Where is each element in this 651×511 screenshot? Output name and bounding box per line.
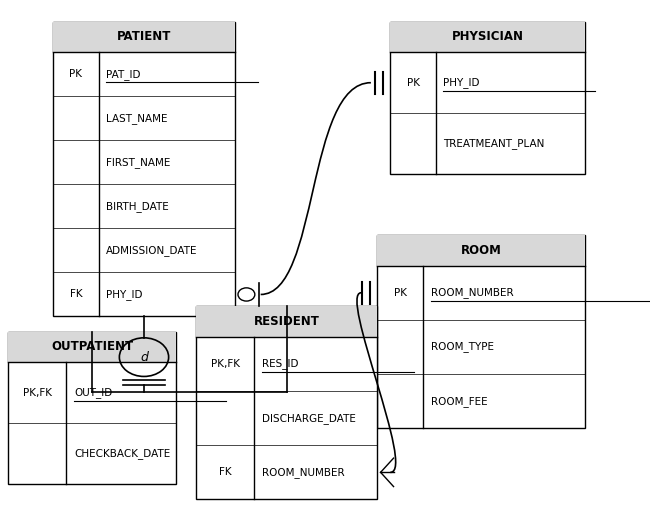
Bar: [196, 306, 378, 337]
Text: RESIDENT: RESIDENT: [254, 315, 320, 328]
Text: FK: FK: [70, 289, 82, 299]
Text: PAT_ID: PAT_ID: [106, 69, 141, 80]
Bar: [378, 235, 585, 428]
Text: PHYSICIAN: PHYSICIAN: [452, 31, 523, 43]
Text: ADMISSION_DATE: ADMISSION_DATE: [106, 245, 198, 256]
Text: PK: PK: [70, 69, 83, 79]
Text: FK: FK: [219, 468, 231, 477]
Text: PK: PK: [394, 288, 406, 298]
Text: ROOM_NUMBER: ROOM_NUMBER: [262, 467, 344, 478]
Text: PK,FK: PK,FK: [23, 388, 51, 398]
Bar: [8, 332, 176, 362]
Text: ROOM: ROOM: [461, 244, 501, 257]
Text: PK: PK: [406, 78, 419, 88]
Bar: [391, 22, 585, 52]
Text: ROOM_FEE: ROOM_FEE: [430, 396, 487, 407]
Text: LAST_NAME: LAST_NAME: [106, 113, 168, 124]
Text: DISCHARGE_DATE: DISCHARGE_DATE: [262, 413, 356, 424]
Text: FIRST_NAME: FIRST_NAME: [106, 157, 171, 168]
Text: OUT_ID: OUT_ID: [74, 387, 112, 398]
Text: OUTPATIENT: OUTPATIENT: [51, 340, 133, 354]
Text: d: d: [140, 351, 148, 364]
Text: BIRTH_DATE: BIRTH_DATE: [106, 201, 169, 212]
Text: ROOM_NUMBER: ROOM_NUMBER: [430, 287, 513, 298]
Bar: [378, 235, 585, 266]
Text: PHY_ID: PHY_ID: [106, 289, 143, 300]
Text: ROOM_TYPE: ROOM_TYPE: [430, 341, 493, 353]
Bar: [391, 22, 585, 174]
Bar: [53, 22, 235, 316]
Text: RES_ID: RES_ID: [262, 359, 298, 369]
Bar: [8, 332, 176, 484]
Text: PK,FK: PK,FK: [210, 359, 240, 369]
Bar: [53, 22, 235, 52]
Text: PATIENT: PATIENT: [117, 31, 171, 43]
Text: PHY_ID: PHY_ID: [443, 77, 480, 88]
Text: TREATMEANT_PLAN: TREATMEANT_PLAN: [443, 138, 545, 149]
Text: CHECKBACK_DATE: CHECKBACK_DATE: [74, 448, 171, 459]
Bar: [196, 306, 378, 499]
